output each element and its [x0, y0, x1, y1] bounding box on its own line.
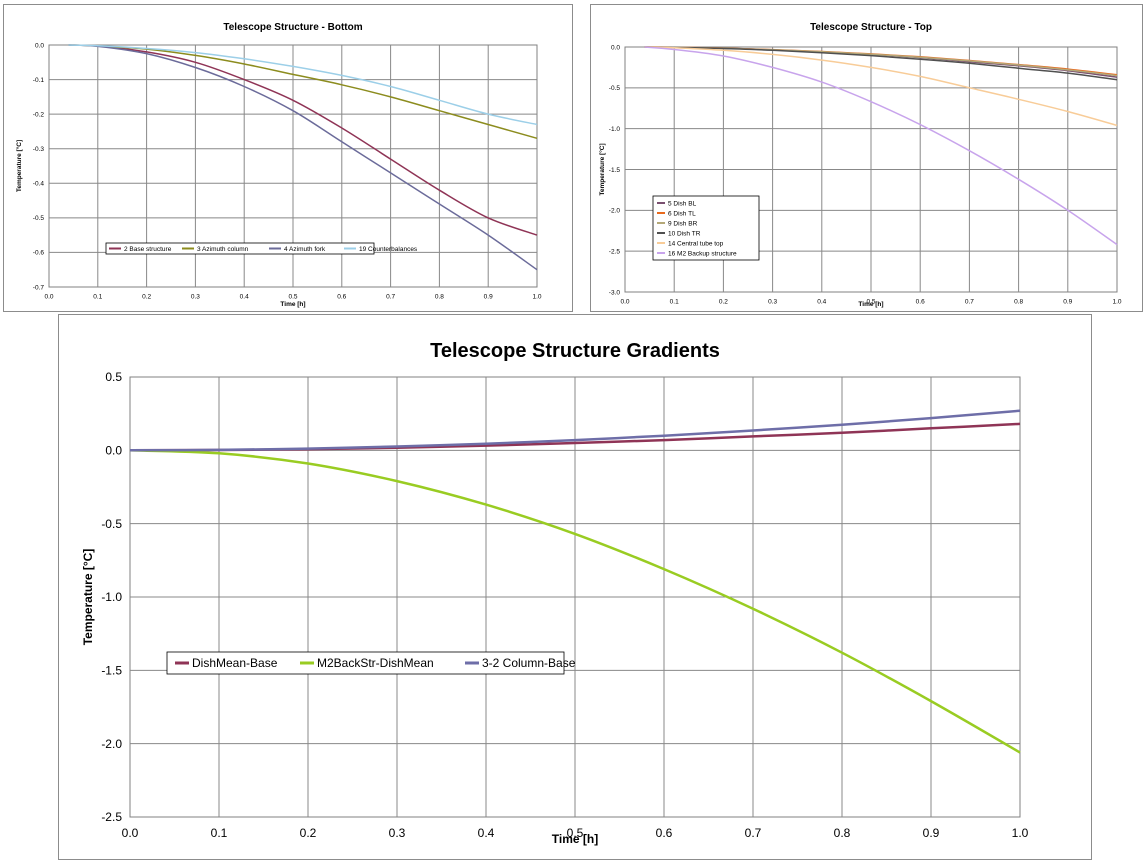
bottom-legend-label-2: 3 Azimuth column	[197, 246, 249, 253]
grad-x-tick-label: 1.0	[1012, 826, 1029, 840]
top-x-tick-label: 0.5	[866, 299, 875, 306]
top-x-tick-label: 0.1	[670, 299, 679, 306]
bottom-x-axis-label: Time [h]	[280, 301, 305, 308]
top-x-tick-label: 0.0	[620, 299, 629, 306]
grad-y-tick-label: -2.5	[101, 810, 122, 824]
bottom-legend-label-1: 2 Base structure	[124, 246, 172, 253]
top-y-tick-label: -1.5	[609, 167, 621, 174]
grad-x-tick-label: 0.2	[300, 826, 317, 840]
grad-y-tick-label: -0.5	[101, 517, 122, 531]
top-y-tick-label: -1.0	[609, 126, 621, 133]
bottom-y-tick-label: -0.2	[33, 111, 45, 118]
top-y-tick-label: -3.0	[609, 289, 621, 296]
top-legend-label-6: 16 M2 Backup structure	[668, 250, 737, 257]
chart-top-svg: Telescope Structure - Top 0.0 0.1 0.2 0.3 0.4…	[598, 22, 1122, 308]
bottom-series-line-1	[68, 44, 538, 236]
top-title: Telescope Structure - Top	[810, 22, 932, 33]
top-x-axis-label: Time [h]	[858, 301, 883, 308]
bottom-legend-label-3: 4 Azimuth fork	[284, 246, 326, 253]
grad-legend-label-2: M2BackStr-DishMean	[317, 656, 434, 670]
bottom-y-tick-label: -0.3	[33, 146, 45, 153]
grad-x-tick-label: 0.6	[656, 826, 673, 840]
grad-series-line-3	[129, 409, 1021, 452]
grad-y-tick-label: -1.0	[101, 590, 122, 604]
bottom-x-tick-label: 1.0	[532, 294, 541, 301]
top-y-axis-label: Temperature [°C]	[598, 143, 606, 195]
bottom-y-axis-label: Temperature [°C]	[15, 140, 23, 192]
grad-x-tick-label: 0.4	[478, 826, 495, 840]
bottom-x-tick-label: 0.3	[191, 294, 200, 301]
bottom-y-tick-label: -0.1	[33, 77, 45, 84]
grad-x-tick-label: 0.1	[211, 826, 228, 840]
grad-x-tick-label: 0.8	[834, 826, 851, 840]
bottom-x-tick-label: 0.2	[142, 294, 151, 301]
top-series-line-5	[644, 46, 1118, 127]
grad-legend-label-1: DishMean-Base	[192, 656, 278, 670]
grad-y-tick-label: 0.5	[105, 370, 122, 384]
top-y-tick-label: 0.0	[611, 44, 620, 51]
bottom-legend	[105, 242, 375, 255]
grad-y-tick-label: 0.0	[105, 444, 122, 458]
chart-panel-top: Telescope Structure - Top 0.0 0.1 0.2 0.3 0.4…	[590, 4, 1143, 312]
bottom-y-tick-label: -0.6	[33, 250, 45, 257]
top-x-tick-label: 0.2	[719, 299, 728, 306]
grad-x-tick-label: 0.9	[923, 826, 940, 840]
top-legend-label-2: 6 Dish TL	[668, 210, 696, 217]
top-x-tick-label: 0.6	[916, 299, 925, 306]
bottom-x-tick-label: 0.5	[288, 294, 297, 301]
bottom-y-tick-label: -0.7	[33, 284, 45, 291]
bottom-x-tick-label: 0.0	[44, 294, 53, 301]
grad-x-axis-label: Time [h]	[552, 832, 598, 846]
bottom-title: Telescope Structure - Bottom	[223, 22, 362, 33]
top-x-tick-label: 1.0	[1112, 299, 1121, 306]
top-legend-label-3: 9 Dish BR	[668, 220, 698, 227]
bottom-x-tick-label: 0.4	[240, 294, 249, 301]
top-legend	[652, 195, 760, 261]
grad-x-tick-label: 0.0	[122, 826, 139, 840]
top-x-tick-label: 0.4	[817, 299, 826, 306]
grad-x-tick-label: 0.7	[745, 826, 762, 840]
chart-gradients-svg: Telescope Structure Gradients 0.0 0.1 0.2 0.…	[81, 340, 1029, 846]
grad-y-tick-label: -1.5	[101, 664, 122, 678]
top-y-tick-label: -2.5	[609, 248, 621, 255]
grad-x-tick-label: 0.3	[389, 826, 406, 840]
grad-legend	[166, 651, 565, 675]
bottom-x-tick-label: 0.9	[484, 294, 493, 301]
bottom-y-tick-label: 0.0	[35, 42, 44, 49]
top-legend-label-4: 10 Dish TR	[668, 230, 701, 237]
grad-y-tick-label: -2.0	[101, 737, 122, 751]
bottom-x-tick-label: 0.6	[337, 294, 346, 301]
top-x-tick-label: 0.3	[768, 299, 777, 306]
chart-panel-gradients: Telescope Structure Gradients 0.0 0.1 0.2 0.…	[58, 314, 1092, 860]
bottom-x-tick-label: 0.8	[435, 294, 444, 301]
grad-x-tick-label: 0.5	[567, 826, 584, 840]
top-legend-label-1: 5 Dish BL	[668, 200, 697, 207]
top-y-tick-label: -0.5	[609, 85, 621, 92]
bottom-legend-label-4: 19 Counterbalances	[359, 246, 418, 253]
top-legend-label-5: 14 Central tube top	[668, 240, 724, 247]
top-x-tick-label: 0.9	[1063, 299, 1072, 306]
chart-panel-bottom: Telescope Structure - Bottom 0.0 0.1 0.2 0.3…	[3, 4, 573, 312]
grad-title: Telescope Structure Gradients	[430, 340, 720, 362]
bottom-series-line-3	[68, 44, 538, 271]
grad-legend-label-3: 3-2 Column-Base	[482, 656, 576, 670]
bottom-y-tick-label: -0.4	[33, 181, 45, 188]
top-x-tick-label: 0.7	[965, 299, 974, 306]
grad-y-axis-label: Temperature [°C]	[81, 549, 95, 646]
top-series-line-4	[644, 46, 1118, 81]
top-x-tick-label: 0.8	[1014, 299, 1023, 306]
bottom-series-line-4	[68, 44, 538, 126]
grad-series-line-2	[129, 449, 1021, 754]
bottom-x-tick-label: 0.1	[93, 294, 102, 301]
bottom-x-tick-label: 0.7	[386, 294, 395, 301]
chart-bottom-svg: Telescope Structure - Bottom 0.0 0.1 0.2 0.3…	[15, 22, 542, 308]
top-y-tick-label: -2.0	[609, 208, 621, 215]
top-series-line-6	[644, 46, 1118, 246]
bottom-y-tick-label: -0.5	[33, 215, 45, 222]
